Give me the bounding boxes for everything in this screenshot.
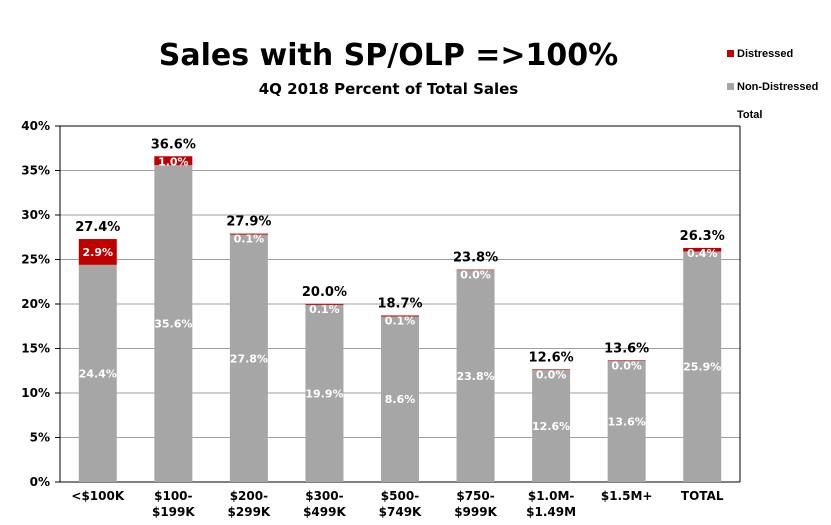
data-label-total: 20.0% xyxy=(302,285,347,300)
data-label-distressed: 1.0% xyxy=(158,155,189,168)
x-tick-label: $299K xyxy=(228,505,271,519)
y-tick-label: 10% xyxy=(21,386,50,400)
data-label-total: 36.6% xyxy=(151,137,196,152)
y-tick-label: 0% xyxy=(30,475,50,489)
data-label-non-distressed: 19.9% xyxy=(305,387,343,400)
data-label-total: 23.8% xyxy=(453,251,498,266)
bar-non-distressed xyxy=(532,369,571,482)
y-tick-label: 5% xyxy=(30,431,50,445)
legend-swatch-distressed xyxy=(727,50,734,57)
data-label-distressed: 0.1% xyxy=(234,233,265,246)
data-label-non-distressed: 27.8% xyxy=(230,352,268,365)
bar-non-distressed xyxy=(305,304,344,482)
legend-label-distressed: Distressed xyxy=(737,48,794,60)
x-tick-label: $300- xyxy=(305,489,343,503)
data-label-distressed: 0.1% xyxy=(309,303,340,316)
bar-distressed xyxy=(683,247,722,252)
bar-distressed xyxy=(532,369,571,370)
legend-item-total: Total xyxy=(737,109,762,121)
bar-distressed xyxy=(154,156,193,166)
data-label-distressed: 2.9% xyxy=(83,246,114,259)
legend-label-non-distressed: Non-Distressed xyxy=(737,81,819,93)
x-tick-label: $1.49M xyxy=(526,505,576,519)
x-tick-label: TOTAL xyxy=(681,489,724,503)
legend-item-non-distressed: Non-Distressed xyxy=(727,81,818,93)
data-label-distressed: 0.0% xyxy=(611,359,642,372)
data-label-distressed: 0.4% xyxy=(687,247,718,260)
y-tick-label: 25% xyxy=(21,253,50,267)
data-label-non-distressed: 8.6% xyxy=(385,393,416,406)
y-tick-label: 40% xyxy=(21,119,50,133)
data-label-non-distressed: 24.4% xyxy=(79,367,117,380)
data-label-non-distressed: 12.6% xyxy=(532,420,570,433)
data-label-distressed: 0.1% xyxy=(385,314,416,327)
x-tick-label: $499K xyxy=(303,505,346,519)
data-label-distressed: 0.0% xyxy=(460,269,491,282)
legend-swatch-non-distressed xyxy=(727,83,734,90)
x-tick-label: $500- xyxy=(381,489,419,503)
x-tick-label: $199K xyxy=(152,505,195,519)
legend-label-total: Total xyxy=(737,109,763,121)
y-tick-label: 30% xyxy=(21,208,50,222)
bar-distressed xyxy=(381,315,419,317)
y-tick-label: 35% xyxy=(21,164,50,178)
bar-distressed xyxy=(229,233,268,235)
data-label-total: 26.3% xyxy=(680,229,725,244)
chart-subtitle: 4Q 2018 Percent of Total Sales xyxy=(258,80,519,98)
data-label-total: 13.6% xyxy=(604,341,649,356)
data-label-total: 27.4% xyxy=(75,220,120,235)
x-tick-label: $999K xyxy=(454,505,497,519)
bar-non-distressed xyxy=(154,165,193,482)
x-tick-label: $750- xyxy=(456,489,494,503)
bar-non-distressed xyxy=(381,316,419,482)
bar-non-distressed xyxy=(607,360,646,482)
y-tick-label: 15% xyxy=(21,342,50,356)
x-tick-label: $749K xyxy=(379,505,422,519)
bar-non-distressed xyxy=(78,264,117,482)
bar-non-distressed xyxy=(229,234,268,482)
bar-non-distressed xyxy=(456,270,495,482)
data-label-total: 12.6% xyxy=(529,350,574,365)
data-label-non-distressed: 35.6% xyxy=(154,318,192,331)
bar-distressed xyxy=(456,269,495,271)
legend-item-distressed: Distressed xyxy=(727,48,793,60)
bar-distressed xyxy=(305,303,344,305)
data-label-distressed: 0.0% xyxy=(536,368,567,381)
x-tick-label: <$100K xyxy=(71,489,124,503)
x-tick-label: $200- xyxy=(230,489,268,503)
data-label-total: 18.7% xyxy=(377,296,422,311)
data-label-non-distressed: 13.6% xyxy=(608,415,646,428)
data-label-non-distressed: 23.8% xyxy=(456,370,494,383)
x-tick-label: $1.0M- xyxy=(528,489,575,503)
data-label-total: 27.9% xyxy=(226,215,271,230)
y-tick-label: 20% xyxy=(21,297,50,311)
data-label-non-distressed: 25.9% xyxy=(683,361,721,374)
bar-distressed xyxy=(78,239,117,265)
chart-title: Sales with SP/OLP =>100% xyxy=(158,38,619,73)
x-tick-label: $1.5M+ xyxy=(601,489,653,503)
bar-non-distressed xyxy=(683,251,722,482)
x-tick-label: $100- xyxy=(154,489,192,503)
bar-distressed xyxy=(607,360,646,361)
